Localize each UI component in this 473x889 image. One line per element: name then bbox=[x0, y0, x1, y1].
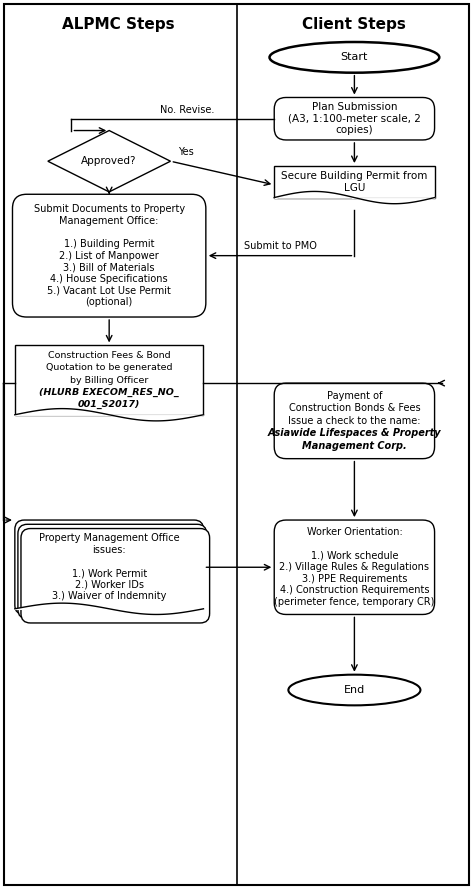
Text: Quotation to be generated: Quotation to be generated bbox=[46, 364, 173, 372]
Text: Plan Submission
(A3, 1:100-meter scale, 2
copies): Plan Submission (A3, 1:100-meter scale, … bbox=[288, 102, 421, 135]
Text: Client Steps: Client Steps bbox=[302, 17, 406, 32]
Text: Issue a check to the name:: Issue a check to the name: bbox=[288, 416, 420, 426]
FancyBboxPatch shape bbox=[15, 345, 203, 415]
Text: Payment of: Payment of bbox=[327, 391, 382, 401]
Text: Construction Fees & Bond: Construction Fees & Bond bbox=[48, 351, 170, 360]
Text: Submit Documents to Property
Management Office:

1.) Building Permit
2.) List of: Submit Documents to Property Management … bbox=[34, 204, 185, 307]
FancyBboxPatch shape bbox=[274, 166, 435, 197]
FancyBboxPatch shape bbox=[18, 525, 207, 619]
Text: Submit to PMO: Submit to PMO bbox=[244, 242, 316, 252]
Text: End: End bbox=[344, 685, 365, 695]
Text: No. Revise.: No. Revise. bbox=[160, 105, 214, 115]
Text: ALPMC Steps: ALPMC Steps bbox=[62, 17, 175, 32]
FancyBboxPatch shape bbox=[274, 98, 435, 140]
FancyBboxPatch shape bbox=[21, 529, 210, 623]
Text: Yes: Yes bbox=[177, 148, 193, 157]
Text: Construction Bonds & Fees: Construction Bonds & Fees bbox=[289, 404, 420, 413]
FancyBboxPatch shape bbox=[12, 195, 206, 317]
FancyBboxPatch shape bbox=[274, 520, 435, 614]
Text: Property Management Office
issues:

1.) Work Permit
2.) Worker IDs
3.) Waiver of: Property Management Office issues: 1.) W… bbox=[39, 533, 179, 601]
Text: (HLURB EXECOM_RES_NO_: (HLURB EXECOM_RES_NO_ bbox=[39, 388, 179, 396]
Text: Worker Orientation:

1.) Work schedule
2.) Village Rules & Regulations
3.) PPE R: Worker Orientation: 1.) Work schedule 2.… bbox=[274, 527, 435, 607]
FancyBboxPatch shape bbox=[4, 4, 469, 885]
Ellipse shape bbox=[289, 675, 420, 705]
Text: Approved?: Approved? bbox=[81, 156, 137, 166]
Text: Start: Start bbox=[341, 52, 368, 62]
Ellipse shape bbox=[270, 42, 439, 73]
Text: 001_S2017): 001_S2017) bbox=[78, 400, 140, 409]
FancyBboxPatch shape bbox=[274, 383, 435, 459]
Text: Asiawide Lifespaces & Property: Asiawide Lifespaces & Property bbox=[268, 428, 441, 438]
FancyBboxPatch shape bbox=[15, 520, 203, 614]
Text: Secure Building Permit from
LGU: Secure Building Permit from LGU bbox=[281, 171, 428, 193]
Text: by Billing Officer: by Billing Officer bbox=[70, 375, 149, 385]
Polygon shape bbox=[48, 131, 170, 192]
Text: Management Corp.: Management Corp. bbox=[302, 441, 407, 451]
